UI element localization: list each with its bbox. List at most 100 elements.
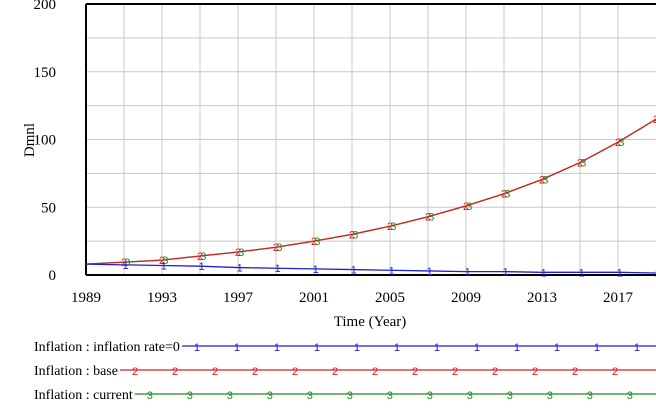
- series-marker-1: 1: [389, 265, 395, 277]
- x-tick-label: 1997: [223, 290, 254, 306]
- series-marker-1: 1: [541, 267, 547, 279]
- legend-marker-1: 1: [234, 342, 240, 354]
- y-axis-label: Dmnl: [22, 123, 38, 157]
- series-marker-1: 1: [655, 268, 656, 280]
- series-marker-3: 3: [504, 189, 510, 201]
- series-marker-1: 1: [275, 263, 281, 275]
- series-marker-1: 1: [199, 261, 205, 273]
- legend-marker-3: 3: [427, 390, 433, 402]
- legend-marker-2: 2: [132, 366, 138, 378]
- series-marker-3: 3: [580, 158, 586, 170]
- legend-marker-3: 3: [587, 390, 593, 402]
- series-marker-3: 3: [162, 255, 168, 267]
- y-tick-label: 50: [41, 200, 56, 216]
- legend-marker-3: 3: [547, 390, 553, 402]
- series-marker-1: 1: [503, 267, 509, 279]
- y-tick-label: 150: [34, 65, 57, 81]
- series-marker-3: 3: [466, 201, 472, 213]
- legend-marker-3: 3: [187, 390, 193, 402]
- series-marker-2: 2: [121, 257, 127, 269]
- legend-marker-3: 3: [627, 390, 633, 402]
- series-marker-2: 2: [463, 201, 469, 213]
- legend-marker-2: 2: [492, 366, 498, 378]
- legend-marker-3: 3: [507, 390, 513, 402]
- series-marker-3: 3: [276, 242, 282, 254]
- legend-marker-1: 1: [474, 342, 480, 354]
- legend-label-2: Inflation : base: [34, 364, 118, 379]
- legend-marker-2: 2: [372, 366, 378, 378]
- legend-marker-3: 3: [467, 390, 473, 402]
- x-tick-label: 2005: [375, 290, 405, 306]
- legend-marker-1: 1: [314, 342, 320, 354]
- legend-marker-3: 3: [267, 390, 273, 402]
- x-tick-label: 2017: [603, 290, 634, 306]
- legend-label-1: Inflation : inflation rate=0: [34, 340, 180, 355]
- series-marker-2: 2: [159, 255, 165, 267]
- series-marker-2: 2: [501, 189, 507, 201]
- series-marker-2: 2: [425, 212, 431, 224]
- tick-labels: 0 50 100 150 200 1989 1993 1997 2001 2005 2009 2013…: [34, 0, 634, 306]
- legend-marker-1: 1: [434, 342, 440, 354]
- series-marker-2: 2: [235, 247, 241, 259]
- legend-marker-2: 2: [172, 366, 178, 378]
- series-layer: 3333333333333332222222222222221111111111…: [85, 114, 656, 280]
- legend-marker-2: 2: [332, 366, 338, 378]
- series-marker-3: 3: [428, 212, 434, 224]
- series-marker-2: 2: [653, 114, 656, 126]
- legend-marker-2: 2: [212, 366, 218, 378]
- legend-marker-2: 2: [612, 366, 618, 378]
- legend-label-3: Inflation : current: [34, 388, 133, 403]
- series-marker-3: 3: [124, 257, 130, 269]
- series-marker-3: 3: [618, 137, 624, 149]
- series-line-2: [85, 118, 656, 265]
- x-tick-label: 2001: [299, 290, 329, 306]
- series-marker-1: 1: [313, 264, 319, 276]
- series-marker-1: 1: [351, 265, 357, 277]
- legend-marker-2: 2: [252, 366, 258, 378]
- legend-marker-2: 2: [572, 366, 578, 378]
- x-tick-label: 2009: [451, 290, 481, 306]
- legend-marker-1: 1: [354, 342, 360, 354]
- legend-marker-1: 1: [594, 342, 600, 354]
- series-marker-2: 2: [349, 229, 355, 241]
- series-line-3: [85, 118, 656, 265]
- series-marker-2: 2: [197, 251, 203, 263]
- plot-frame: [85, 3, 656, 276]
- series-marker-3: 3: [542, 174, 548, 186]
- series-marker-1: 1: [465, 267, 471, 279]
- legend-marker-2: 2: [292, 366, 298, 378]
- series-marker-1: 1: [123, 260, 129, 272]
- legend-marker-3: 3: [147, 390, 153, 402]
- series-marker-3: 3: [314, 236, 320, 248]
- legend-marker-3: 3: [347, 390, 353, 402]
- legend-marker-3: 3: [387, 390, 393, 402]
- series-marker-2: 2: [615, 137, 621, 149]
- series-marker-3: 3: [352, 229, 358, 241]
- legend-marker-1: 1: [274, 342, 280, 354]
- series-marker-2: 2: [577, 158, 583, 170]
- legend-marker-1: 1: [514, 342, 520, 354]
- series-marker-2: 2: [387, 221, 393, 233]
- legend-marker-3: 3: [227, 390, 233, 402]
- x-tick-label: 1989: [71, 290, 101, 306]
- series-marker-2: 2: [311, 236, 317, 248]
- legend-marker-1: 1: [394, 342, 400, 354]
- series-marker-1: 1: [617, 267, 623, 279]
- legend: Inflation : inflation rate=0 1 1 1 1 1 1 1 1 1 1 1 1…: [34, 340, 656, 403]
- series-line-1: [85, 263, 656, 274]
- x-tick-label: 1993: [147, 290, 177, 306]
- series-marker-1: 1: [427, 266, 433, 278]
- legend-marker-1: 1: [634, 342, 640, 354]
- series-marker-2: 2: [273, 242, 279, 254]
- series-marker-3: 3: [238, 247, 244, 259]
- series-marker-2: 2: [539, 174, 545, 186]
- series-marker-1: 1: [579, 267, 585, 279]
- legend-marker-3: 3: [307, 390, 313, 402]
- y-tick-label: 200: [34, 0, 57, 13]
- legend-marker-2: 2: [532, 366, 538, 378]
- legend-marker-2: 2: [452, 366, 458, 378]
- x-axis-label: Time (Year): [334, 314, 407, 330]
- legend-marker-1: 1: [194, 342, 200, 354]
- y-tick-label: 100: [34, 133, 57, 149]
